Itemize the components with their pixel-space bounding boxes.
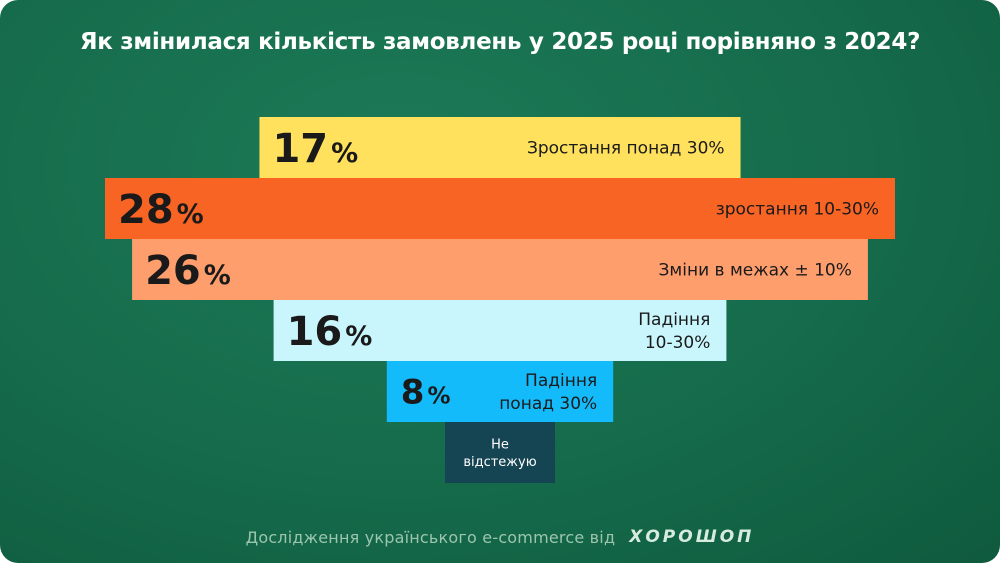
bar-value-3: 26%: [145, 248, 231, 294]
bar-2: [105, 178, 895, 239]
bar-1: [259, 117, 741, 178]
bar-6: [445, 422, 555, 483]
bar-label-5: Падіння понад 30%: [499, 371, 597, 414]
bar-label-2: зростання 10-30%: [716, 200, 879, 220]
bar-4: [273, 300, 727, 361]
bar-value-5: 8%: [401, 373, 451, 413]
bar-label-4: Падіння 10-30%: [638, 310, 710, 353]
bar-value-1: 17%: [272, 126, 358, 172]
bar-label-6: Не відстежую: [463, 437, 536, 470]
bar-label-3: Зміни в межах ± 10%: [659, 261, 852, 281]
footer: Дослідження українського e-commerce від …: [0, 527, 1000, 547]
bar-value-2: 28%: [118, 187, 204, 233]
brand-logo: ХОРОШОП: [629, 527, 755, 547]
bar-value-4: 16%: [287, 309, 373, 355]
footer-text: Дослідження українського e-commerce від: [245, 527, 616, 547]
bar-label-1: Зростання понад 30%: [527, 139, 725, 159]
bar-3: [132, 239, 868, 300]
bar-5: [386, 361, 614, 422]
chart-title: Як змінилася кількість замовлень у 2025 …: [79, 29, 921, 55]
